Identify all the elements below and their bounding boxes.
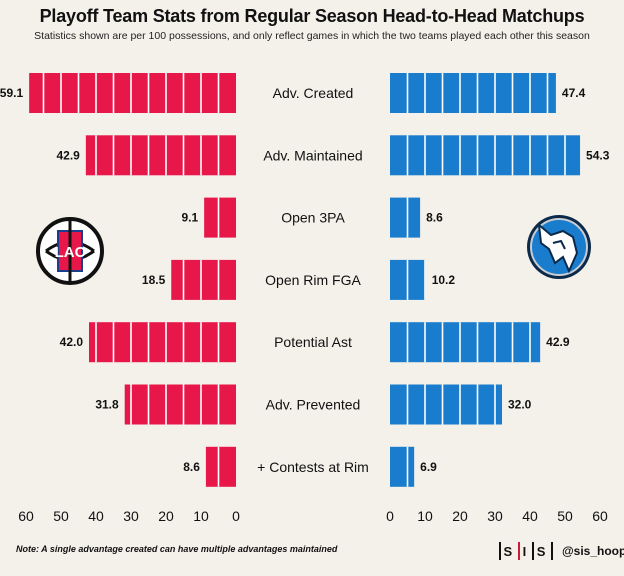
left-bar bbox=[29, 73, 237, 113]
category-label: Open Rim FGA bbox=[265, 272, 361, 288]
sis-logo-bar bbox=[532, 542, 534, 560]
left-axis-tick: 40 bbox=[88, 508, 104, 524]
right-bar bbox=[390, 446, 415, 487]
left-bar bbox=[85, 135, 236, 176]
chart-title: Playoff Team Stats from Regular Season H… bbox=[39, 6, 585, 26]
right-value-label: 32.0 bbox=[508, 398, 532, 412]
right-value-label: 47.4 bbox=[562, 86, 586, 100]
left-value-label: 42.0 bbox=[60, 335, 84, 349]
chart-subtitle: Statistics shown are per 100 possessions… bbox=[34, 30, 590, 42]
right-axis-tick: 20 bbox=[452, 508, 468, 524]
category-label: Adv. Created bbox=[273, 85, 354, 101]
sis-logo-bar bbox=[551, 542, 553, 560]
right-value-label: 6.9 bbox=[420, 460, 437, 474]
category-label: + Contests at Rim bbox=[257, 459, 369, 475]
brand-block: S I S @sis_hoops bbox=[496, 538, 624, 564]
category-label: Adv. Prevented bbox=[266, 397, 361, 413]
left-bar bbox=[89, 322, 236, 363]
mavericks-logo-icon bbox=[527, 215, 591, 279]
sis-logo-bar bbox=[499, 542, 501, 560]
left-value-label: 8.6 bbox=[183, 460, 200, 474]
left-bar bbox=[171, 259, 236, 300]
left-axis-tick: 30 bbox=[123, 508, 139, 524]
left-axis-tick: 50 bbox=[53, 508, 69, 524]
left-axis-tick: 10 bbox=[193, 508, 209, 524]
clippers-logo-text: LAC bbox=[55, 244, 86, 261]
sis-logo-letter-1: S bbox=[503, 543, 516, 559]
left-value-label: 31.8 bbox=[95, 398, 119, 412]
clippers-logo-icon: LAC bbox=[36, 217, 104, 285]
right-value-label: 10.2 bbox=[432, 273, 456, 287]
left-axis-tick: 60 bbox=[18, 508, 34, 524]
sis-logo-letter-3: S bbox=[536, 543, 549, 559]
left-value-label: 9.1 bbox=[181, 211, 198, 225]
right-axis-tick: 0 bbox=[386, 508, 394, 524]
right-axis-tick: 40 bbox=[522, 508, 538, 524]
right-bar bbox=[390, 197, 421, 238]
left-value-label: 59.1 bbox=[0, 86, 23, 100]
left-bar bbox=[124, 384, 236, 425]
left-axis-tick: 0 bbox=[232, 508, 240, 524]
sis-logo-letter-2: I bbox=[522, 543, 530, 559]
left-bar bbox=[205, 446, 236, 487]
right-value-label: 54.3 bbox=[586, 148, 610, 162]
right-axis-tick: 10 bbox=[417, 508, 433, 524]
left-bar bbox=[204, 197, 236, 238]
category-label: Open 3PA bbox=[281, 210, 345, 226]
right-bar bbox=[390, 384, 502, 425]
sis-logo: S I S bbox=[496, 540, 556, 562]
right-axis-tick: 60 bbox=[592, 508, 608, 524]
right-bar bbox=[390, 322, 541, 363]
right-value-label: 42.9 bbox=[546, 335, 570, 349]
social-handle: @sis_hoops bbox=[561, 544, 624, 558]
right-bar bbox=[390, 135, 581, 176]
left-value-label: 18.5 bbox=[142, 273, 166, 287]
right-axis-tick: 30 bbox=[487, 508, 503, 524]
category-label: Adv. Maintained bbox=[263, 147, 362, 163]
category-label: Potential Ast bbox=[274, 334, 352, 350]
left-axis-tick: 20 bbox=[158, 508, 174, 524]
right-value-label: 8.6 bbox=[426, 211, 443, 225]
sis-logo-bar bbox=[518, 542, 520, 560]
right-axis-tick: 50 bbox=[557, 508, 573, 524]
left-value-label: 42.9 bbox=[56, 148, 80, 162]
right-bar bbox=[390, 73, 556, 113]
mirrored-bar-chart: 59.1 47.4 Adv. Created 42.9 54.3 Adv. Maintai… bbox=[0, 73, 610, 524]
footnote: Note: A single advantage created can hav… bbox=[16, 544, 338, 554]
